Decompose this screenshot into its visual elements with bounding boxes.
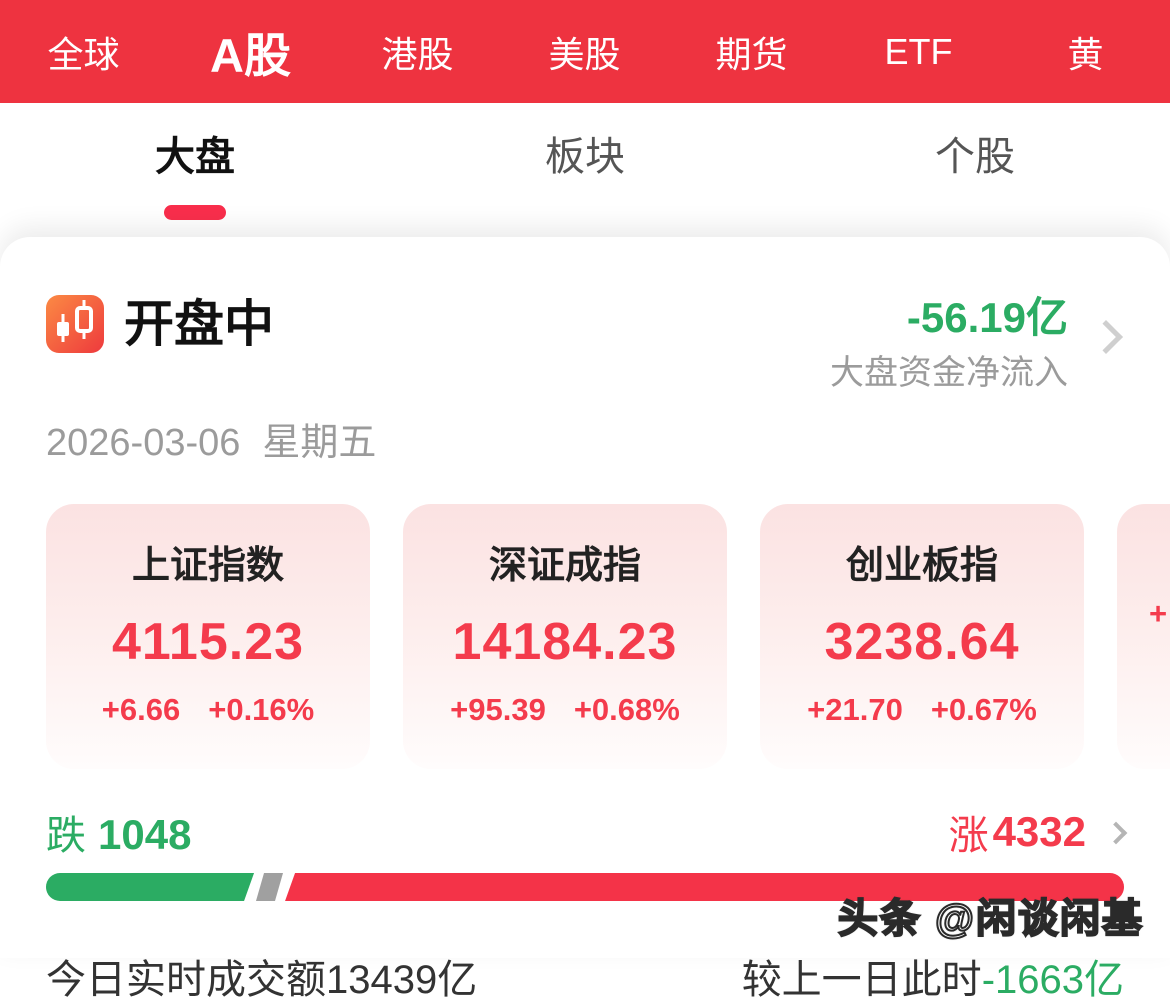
chevron-right-icon[interactable]	[1089, 320, 1123, 354]
chevron-right-icon[interactable]	[1104, 821, 1128, 845]
nav-item-global[interactable]: 全球	[47, 33, 120, 75]
index-change: +6.66	[101, 692, 181, 727]
market-status-title: 开盘中	[124, 296, 274, 352]
advance-decline-row: 跌 1048 涨 4332	[46, 803, 1128, 861]
date-value: 2026-03-06	[46, 422, 241, 464]
index-value: 4115.23	[111, 613, 305, 671]
index-cards-row: 上证指数 4115.23 +6.66 +0.16% 深证成指 14184.23 …	[46, 504, 1170, 769]
index-change-pct: +0.68%	[573, 692, 680, 727]
nav-item-gold[interactable]: 黄	[1067, 33, 1104, 75]
index-change-row: +6.66 +0.16%	[102, 694, 314, 726]
tab-stocks[interactable]: 个股	[780, 103, 1170, 237]
advance-decline-bar[interactable]	[46, 873, 1124, 901]
decliners-group: 跌 1048	[46, 803, 191, 861]
turnover-row: 今日实时成交额13439亿 较上一日此时-1663亿	[46, 947, 1124, 1005]
advancers-group: 涨 4332	[948, 803, 1128, 861]
candlestick-chart-icon	[46, 295, 104, 353]
market-status: 开盘中	[46, 295, 274, 353]
decliners-count: 1048	[98, 811, 192, 858]
index-card-shenzhen[interactable]: 深证成指 14184.23 +95.39 +0.68%	[403, 504, 727, 769]
weekday-value: 星期五	[262, 422, 377, 464]
net-inflow-value: -56.19亿	[906, 294, 1068, 341]
index-value: 3238.64	[824, 613, 1020, 671]
tab-label: 大盘	[155, 135, 235, 179]
index-change-pct: +0.16%	[208, 692, 315, 727]
today-turnover-text: 今日实时成交额13439亿	[46, 958, 478, 1002]
decliners-bar-segment	[46, 873, 254, 901]
index-change: +21.70	[807, 692, 903, 727]
index-name: 深证成指	[488, 545, 641, 587]
nav-item-us-stocks[interactable]: 美股	[548, 33, 621, 75]
nav-item-a-shares[interactable]: A股	[210, 29, 291, 82]
nav-item-hk-stocks[interactable]: 港股	[381, 33, 454, 75]
turnover-vs-yesterday: 较上一日此时-1663亿	[742, 947, 1124, 1005]
index-name: 创业板指	[845, 545, 998, 587]
market-overview-panel: 开盘中 -56.19亿 大盘资金净流入 2026-03-06 星期五 上证指数 4…	[0, 237, 1170, 1002]
nav-item-futures[interactable]: 期货	[715, 33, 788, 75]
tab-sectors[interactable]: 板块	[390, 103, 780, 237]
index-card-chinext[interactable]: 创业板指 3238.64 +21.70 +0.67%	[760, 504, 1084, 769]
market-nav: 全球 A股 港股 美股 期货 ETF 黄	[0, 0, 1170, 103]
market-status-row[interactable]: 开盘中 -56.19亿 大盘资金净流入	[46, 295, 1124, 391]
index-change-row: +95.39 +0.68%	[450, 694, 680, 726]
index-name: 上证指数	[131, 545, 284, 587]
advancers-label: 涨	[948, 814, 989, 858]
advancers-count: 4332	[992, 808, 1086, 855]
advancers-bar-segment	[285, 873, 1124, 901]
nav-item-etf[interactable]: ETF	[884, 30, 953, 72]
index-change: +	[1149, 596, 1168, 631]
index-change: +95.39	[450, 692, 546, 727]
index-value: 14184.23	[452, 613, 678, 671]
index-change-row: +21.70 +0.67%	[807, 694, 1037, 726]
tab-label: 板块	[545, 135, 625, 179]
net-inflow-block: -56.19亿 大盘资金净流入	[830, 294, 1068, 392]
tab-label: 个股	[935, 135, 1015, 179]
vs-label: 较上一日此时	[741, 958, 982, 1002]
index-card-clipped[interactable]: +	[1117, 504, 1170, 769]
index-change-pct: +0.67%	[930, 692, 1037, 727]
section-tabs: 大盘 板块 个股	[0, 103, 1170, 237]
tab-market-overview[interactable]: 大盘	[0, 103, 390, 237]
index-card-shanghai[interactable]: 上证指数 4115.23 +6.66 +0.16%	[46, 504, 370, 769]
decliners-label: 跌	[46, 814, 86, 858]
vs-value: -1663亿	[981, 958, 1124, 1002]
net-inflow-label: 大盘资金净流入	[830, 354, 1068, 392]
active-tab-indicator	[164, 205, 226, 220]
index-change-row: +	[1117, 598, 1170, 630]
trade-date: 2026-03-06 星期五	[46, 411, 1124, 466]
